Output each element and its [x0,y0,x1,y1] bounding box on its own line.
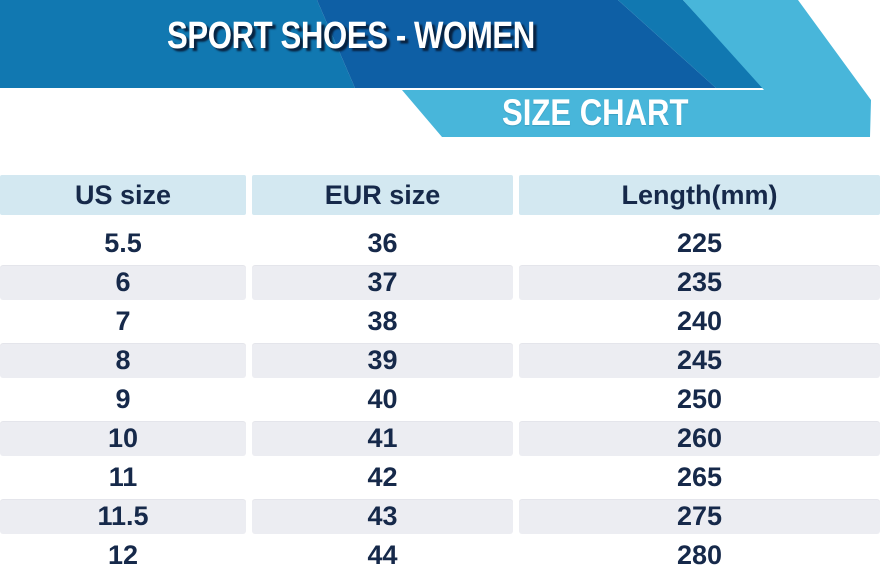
banner-title: SPORT SHOES - WOMEN [167,15,535,57]
length-cell: 250 [676,384,723,414]
banner-shape-cyan-ribbon [402,0,871,137]
table-row: 12 44 280 [0,536,880,575]
us-size-cell: 7 [115,306,131,336]
table-row: 10 41 260 [0,419,880,458]
us-size-cell: 11.5 [0,499,246,534]
length-cell: 265 [676,462,723,492]
eur-size-cell: 38 [367,306,398,336]
banner-subtitle: SIZE CHART [502,92,689,133]
header-us-size: US size [0,175,246,215]
length-cell: 240 [676,306,723,336]
eur-size-cell: 42 [367,462,398,492]
table-row: 5.5 36 225 [0,224,880,263]
table-row: 7 38 240 [0,302,880,341]
table-header-row: US size EUR size Length(mm) [0,175,880,215]
eur-size-cell: 37 [252,265,513,300]
table-body: 5.5 36 225 6 37 235 7 38 240 8 39 245 9 … [0,224,880,575]
eur-size-cell: 43 [252,499,513,534]
banner-shape-medium-blue-left [0,0,355,88]
banner-shape-dark-parallelogram [317,0,716,88]
eur-size-cell: 36 [367,228,398,258]
table-row: 9 40 250 [0,380,880,419]
length-cell: 225 [676,228,723,258]
eur-size-cell: 44 [367,540,398,570]
length-cell: 245 [519,343,880,378]
eur-size-cell: 40 [367,384,398,414]
eur-size-cell: 41 [252,421,513,456]
us-size-cell: 12 [107,540,139,570]
banner-shape-medium-blue-stripe [618,0,764,88]
length-cell: 235 [519,265,880,300]
header-eur-size: EUR size [252,175,513,215]
banner-ribbon-graphic [0,0,871,137]
table-row: 8 39 245 [0,341,880,380]
table-row: 11 42 265 [0,458,880,497]
eur-size-cell: 39 [252,343,513,378]
us-size-cell: 11 [108,462,138,492]
header-length-mm: Length(mm) [519,175,880,215]
size-table: US size EUR size Length(mm) 5.5 36 225 6… [0,175,880,575]
us-size-cell: 8 [0,343,246,378]
length-cell: 260 [519,421,880,456]
length-cell: 280 [676,540,723,570]
table-row: 6 37 235 [0,263,880,302]
length-cell: 275 [519,499,880,534]
us-size-cell: 5.5 [104,228,142,258]
banner: SPORT SHOES - WOMEN SIZE CHART [0,0,880,160]
table-row: 11.5 43 275 [0,497,880,536]
us-size-cell: 10 [0,421,246,456]
us-size-cell: 6 [0,265,246,300]
us-size-cell: 9 [115,384,131,414]
